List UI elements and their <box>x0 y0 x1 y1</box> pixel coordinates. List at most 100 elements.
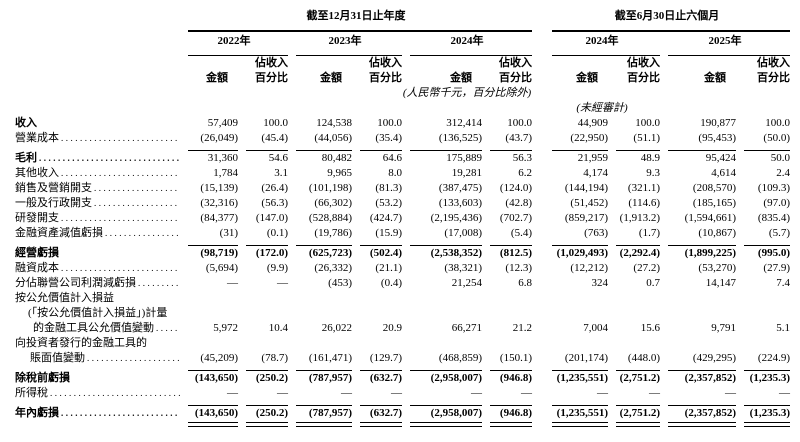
dotted-leader <box>59 166 180 181</box>
total-rule <box>552 405 608 406</box>
row-label-text: 金融資產減值虧損 <box>15 227 103 239</box>
row-label-line: 所得稅 <box>0 386 180 401</box>
pct-column-header: 佔收入 百分比 <box>482 56 532 86</box>
total-rule <box>744 245 790 246</box>
pct-cell: (1.7) <box>638 227 660 239</box>
amount-cell: (44,056) <box>314 132 352 144</box>
amount-cell: 26,022 <box>321 322 352 334</box>
pct-cell: (56.3) <box>261 197 288 209</box>
rule-cell <box>736 421 790 427</box>
empty-cell <box>790 181 800 196</box>
pct-cell: 15.6 <box>640 322 660 334</box>
pct-cell: 100.0 <box>507 117 532 129</box>
rule-cell <box>660 241 736 246</box>
year-rule <box>410 54 532 56</box>
rule-cell <box>544 366 608 371</box>
dotted-leader <box>59 406 180 421</box>
dotted-leader <box>59 131 180 146</box>
rule-cell <box>660 366 736 371</box>
total-rule <box>188 150 238 151</box>
unaudited-note: (未經審計) <box>576 102 628 114</box>
amount-cell: (84,377) <box>200 212 238 224</box>
total-rule <box>360 405 402 406</box>
empty-cell <box>790 421 800 427</box>
double-total-rule <box>360 422 402 427</box>
pct-cell: (147.0) <box>255 212 288 224</box>
total-rule <box>616 370 660 371</box>
gap-cell <box>532 371 544 386</box>
row-label-cell: 一般及行政開支 <box>0 196 180 211</box>
pct-cell: (27.9) <box>763 262 790 274</box>
total-rule <box>668 370 736 371</box>
pct-cell: 50.0 <box>770 152 790 164</box>
amount-cell: (17,008) <box>444 227 482 239</box>
amount-cell: 124,538 <box>316 117 352 129</box>
pct-cell: (5.4) <box>510 227 532 239</box>
pct-header-line2: 百分比 <box>499 72 532 84</box>
pct-cell: 21.2 <box>512 322 532 334</box>
gap-cell <box>532 86 544 101</box>
pct-cell: (946.8) <box>499 372 532 384</box>
pct-column-header: 佔收入 百分比 <box>238 56 288 86</box>
total-rule <box>246 150 288 151</box>
gap-cell <box>532 226 544 241</box>
empty-cell <box>790 56 800 86</box>
pct-cell: (15.9) <box>375 227 402 239</box>
pct-cell: (250.2) <box>255 372 288 384</box>
amount-cell: 190,877 <box>700 117 736 129</box>
table-row: 所得稅 — — — — — — — — — — <box>0 386 800 401</box>
double-total-rule <box>552 422 608 427</box>
pct-cell: (946.8) <box>499 407 532 419</box>
amount-cell: (101,198) <box>308 182 352 194</box>
pct-cell: (114.6) <box>628 197 660 209</box>
rule-cell <box>288 146 352 151</box>
pct-cell: 100.0 <box>263 117 288 129</box>
pct-cell: (250.2) <box>255 407 288 419</box>
amount-cell: (1,594,661) <box>684 212 736 224</box>
row-label-line: 年內虧損 <box>0 406 180 421</box>
amount-cell: (32,316) <box>200 197 238 209</box>
empty-cell <box>790 196 800 211</box>
table-row: 收入 57,409 100.0 124,538 100.0 312,414 100.0 44,… <box>0 116 800 131</box>
gap-cell <box>532 181 544 196</box>
row-label-text: 營業成本 <box>15 132 59 144</box>
table-row: 銷售及營銷開支 (15,139) (26.4) (101,198) (81.3) (387… <box>0 181 800 196</box>
rule-row <box>0 146 800 151</box>
total-rule <box>360 150 402 151</box>
empty-cell <box>0 86 180 101</box>
pct-cell: 5.1 <box>776 322 790 334</box>
row-label-cell: 分佔聯營公司利潤減虧損 <box>0 276 180 291</box>
row-label-text: 融資成本 <box>15 262 59 274</box>
empty-cell <box>0 56 180 86</box>
rule-cell <box>180 421 238 427</box>
pct-cell: (2,292.4) <box>619 247 660 259</box>
gap-cell <box>532 116 544 131</box>
total-rule <box>490 150 532 151</box>
pct-cell: 100.0 <box>765 117 790 129</box>
group-rule <box>552 30 790 32</box>
rule-cell <box>238 366 288 371</box>
amount-cell: (2,958,007) <box>430 407 482 419</box>
rule-cell <box>288 366 352 371</box>
total-rule <box>296 245 352 246</box>
gap-cell <box>532 276 544 291</box>
rule-cell <box>608 421 660 427</box>
row-label-line: 賬面值變動 <box>0 351 180 366</box>
rule-cell <box>238 401 288 406</box>
year-rule <box>552 54 660 56</box>
row-label-cell: 金融資產減值虧損 <box>0 226 180 241</box>
table-row: 分佔聯營公司利潤減虧損 — — (453) (0.4) 21,254 6.8 324 0.7 14… <box>0 276 800 291</box>
total-rule <box>246 370 288 371</box>
pct-column-header: 佔收入 百分比 <box>352 56 402 86</box>
rule-cell <box>352 146 402 151</box>
empty-cell <box>790 276 800 291</box>
rule-row <box>0 421 800 427</box>
gap-cell <box>532 56 544 86</box>
pct-column-header: 佔收入 百分比 <box>736 56 790 86</box>
row-label-line: 收入 <box>0 116 180 131</box>
table-row: 年內虧損 (143,650) (250.2) (787,957) (632.7) (2,9… <box>0 406 800 421</box>
pct-cell: (35.4) <box>375 132 402 144</box>
double-total-rule <box>188 422 238 427</box>
pct-cell: (1,913.2) <box>619 212 660 224</box>
